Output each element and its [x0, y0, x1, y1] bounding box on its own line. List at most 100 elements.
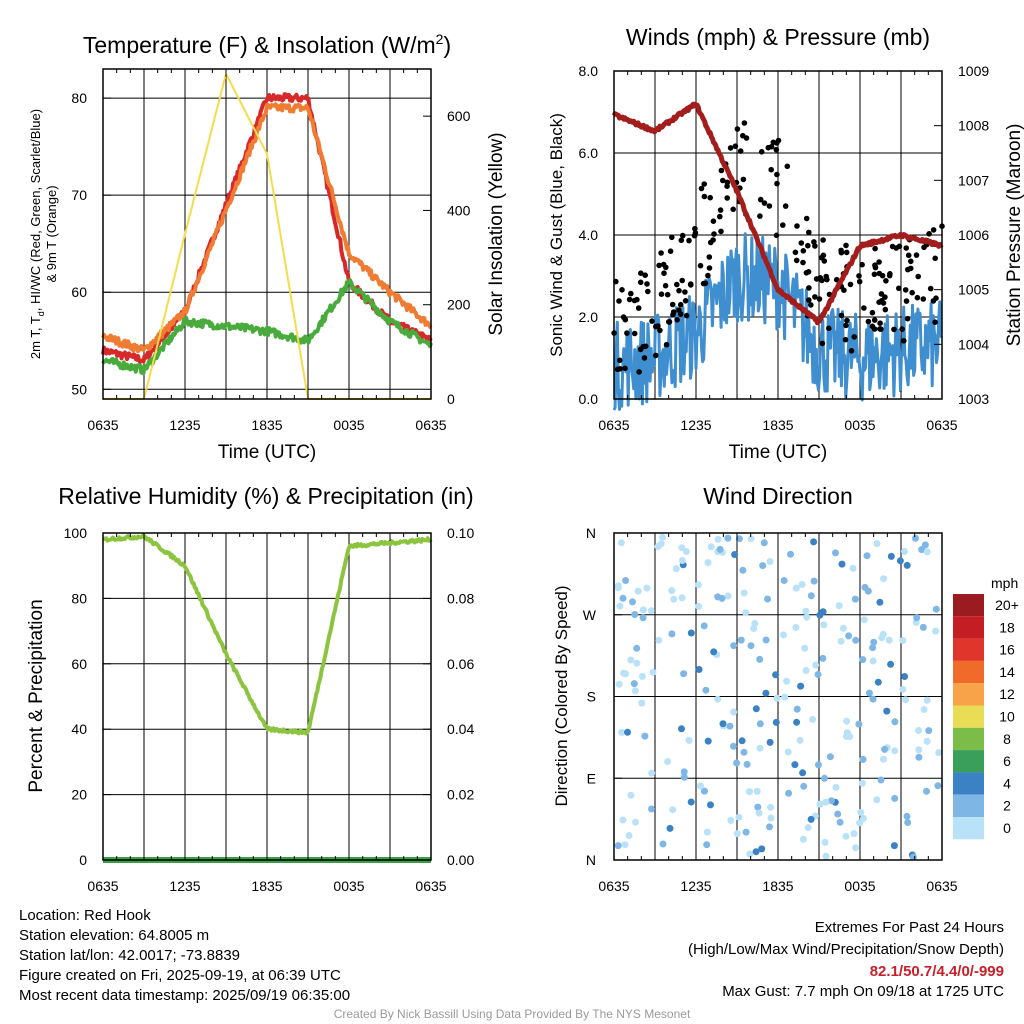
- gust-point: [841, 287, 847, 294]
- direction-point: [659, 533, 666, 541]
- gust-point: [869, 309, 876, 316]
- gust-point: [872, 245, 878, 252]
- colorbar-label: 20+: [995, 597, 1019, 613]
- gust-point: [784, 163, 791, 170]
- gust-point: [701, 193, 708, 200]
- gust-point: [927, 285, 934, 292]
- gust-point: [636, 369, 642, 375]
- x-tick-label: 0635: [415, 417, 446, 433]
- gust-point: [932, 255, 938, 262]
- gust-point: [903, 298, 910, 304]
- direction-point: [622, 577, 630, 584]
- gust-point: [915, 273, 921, 280]
- winds-ylabel-left: Sonic Wind & Gust (Blue, Black): [547, 113, 566, 357]
- station-info: Location: Red Hook Station elevation: 64…: [19, 906, 350, 1006]
- direction-point: [633, 659, 641, 667]
- direction-point: [639, 606, 647, 614]
- direction-point: [714, 535, 722, 543]
- location-text: Location: Red Hook: [19, 907, 151, 924]
- direction-point: [838, 560, 846, 568]
- direction-point: [766, 823, 773, 831]
- y-tick-label-left: 2.0: [579, 309, 599, 325]
- gust-point: [718, 228, 724, 235]
- direction-point: [821, 838, 829, 846]
- direction-point: [903, 812, 911, 820]
- gust-point: [770, 139, 777, 146]
- x-tick-label: 0035: [844, 878, 875, 894]
- gust-point: [637, 346, 644, 353]
- winds-panel: Winds (mph) & Pressure (mb) 0635 1235 1835…: [547, 24, 1024, 463]
- direction-point: [903, 561, 911, 569]
- x-tick-label: 1235: [169, 417, 200, 433]
- direction-point: [932, 605, 940, 613]
- colorbar-swatch: [953, 683, 984, 706]
- gust-point: [838, 312, 845, 319]
- direction-point: [615, 680, 623, 688]
- direction-point: [678, 725, 685, 733]
- temperature-xlabel: Time (UTC): [218, 442, 317, 463]
- direction-point: [842, 832, 850, 840]
- gust-point: [883, 278, 889, 284]
- x-tick-label: 0635: [87, 417, 118, 433]
- direction-point: [887, 552, 895, 560]
- direction-point: [751, 620, 759, 627]
- direction-point: [923, 737, 931, 745]
- gust-point: [878, 291, 885, 297]
- direction-point: [880, 755, 887, 763]
- gust-point: [843, 242, 849, 249]
- direction-point: [622, 670, 629, 678]
- direction-point: [735, 813, 743, 821]
- y-tick-label-right: 1003: [958, 391, 989, 407]
- direction-point: [923, 548, 931, 556]
- direction-point: [764, 595, 771, 603]
- direction-point: [839, 624, 847, 632]
- direction-point: [832, 783, 840, 791]
- gust-point: [666, 319, 672, 325]
- direction-point: [881, 745, 889, 753]
- gust-point: [663, 341, 670, 348]
- y-tick-label-left: 40: [71, 721, 87, 737]
- gust-point: [773, 146, 780, 153]
- direction-point: [746, 850, 754, 858]
- gust-point: [817, 275, 824, 281]
- gust-point: [905, 266, 911, 273]
- direction-point: [932, 627, 940, 635]
- direction-point: [843, 729, 851, 737]
- gust-point: [688, 282, 694, 288]
- colorbar-swatch: [953, 616, 984, 639]
- direction-point: [704, 737, 712, 745]
- direction-point: [638, 699, 646, 707]
- gust-point: [865, 318, 872, 325]
- direction-point: [704, 559, 712, 567]
- direction-point: [934, 782, 942, 790]
- x-tick-label: 1835: [762, 417, 793, 433]
- gust-point: [686, 237, 692, 244]
- direction-point: [767, 803, 775, 811]
- direction-point: [810, 538, 818, 546]
- direction-point: [756, 720, 764, 728]
- y-tick-label-right: 1005: [958, 282, 989, 298]
- direction-point: [755, 809, 763, 817]
- y-tick-label-left: 50: [71, 381, 87, 397]
- x-tick-label: 0635: [87, 878, 118, 894]
- direction-point: [793, 718, 801, 726]
- direction-point: [870, 638, 878, 646]
- direction-point: [920, 706, 928, 713]
- direction-point: [877, 776, 885, 784]
- gust-point: [903, 245, 909, 251]
- direction-point: [740, 748, 748, 756]
- gust-point: [768, 166, 774, 173]
- temperature-panel: Temperature (F) & Insolation (W/m2) 0635…: [28, 31, 507, 463]
- direction-point: [859, 755, 867, 763]
- direction-point: [885, 636, 893, 644]
- direction-point: [792, 624, 800, 631]
- direction-point: [807, 592, 815, 600]
- gust-point: [757, 196, 764, 203]
- gust-point: [882, 306, 889, 313]
- gust-point: [930, 298, 937, 304]
- gust-point: [773, 232, 780, 239]
- direction-point: [625, 832, 633, 839]
- gust-point: [766, 203, 773, 209]
- direction-point: [724, 592, 732, 600]
- direction-point: [812, 661, 820, 669]
